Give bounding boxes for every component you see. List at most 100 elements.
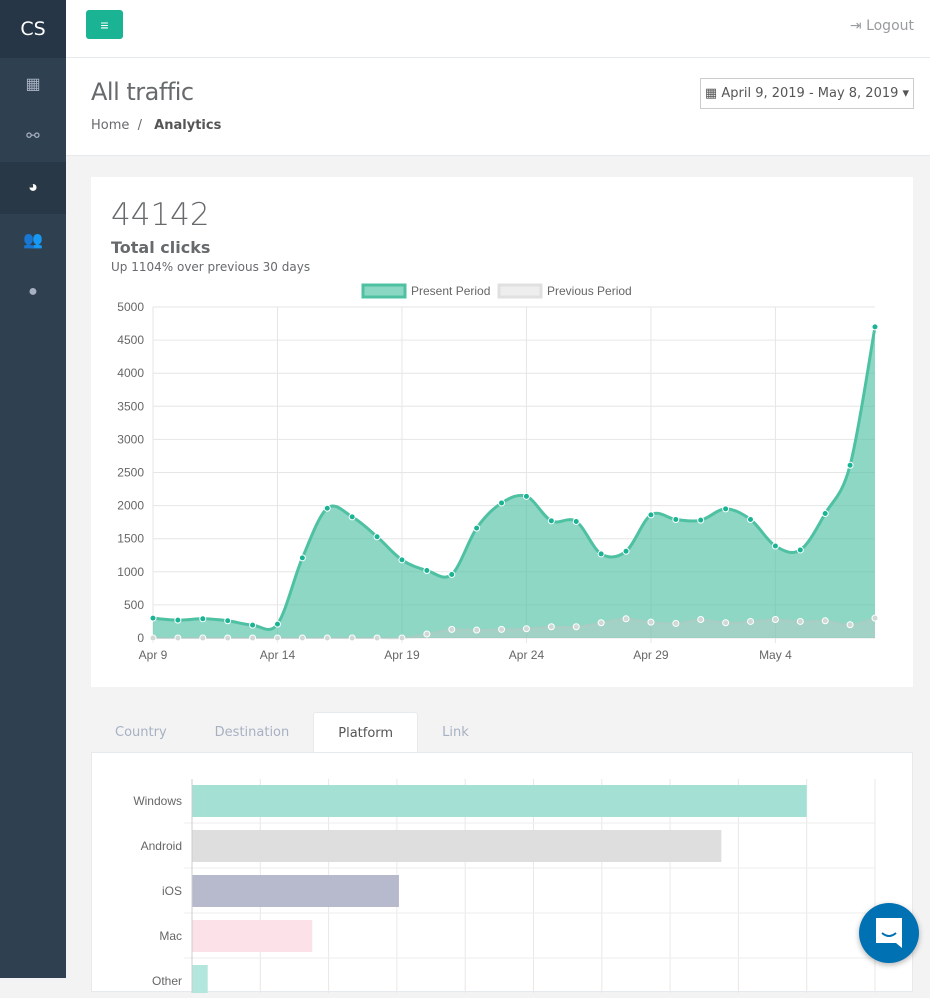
dashboard-icon: ▦ [25, 76, 41, 93]
data-point[interactable] [398, 634, 406, 642]
sidebar-item-3[interactable]: 👥 [0, 214, 66, 266]
date-range-picker[interactable]: ▦ April 9, 2019 - May 8, 2019 ▾ [700, 78, 914, 109]
data-point[interactable] [498, 499, 506, 507]
data-point[interactable] [473, 524, 481, 532]
x-tick-label: Apr 19 [384, 648, 420, 662]
sidebar-item-4[interactable]: ● [0, 266, 66, 318]
data-point[interactable] [622, 615, 630, 623]
bar-android[interactable] [192, 830, 722, 862]
data-point[interactable] [871, 323, 879, 331]
data-point[interactable] [697, 615, 705, 623]
data-point[interactable] [224, 617, 232, 625]
data-point[interactable] [423, 630, 431, 638]
data-point[interactable] [348, 634, 356, 642]
data-point[interactable] [547, 623, 555, 631]
data-point[interactable] [348, 513, 356, 521]
data-point[interactable] [697, 516, 705, 524]
data-point[interactable] [224, 634, 232, 642]
data-point[interactable] [796, 617, 804, 625]
bar-mac[interactable] [192, 920, 313, 952]
chat-button[interactable] [859, 903, 919, 963]
data-point[interactable] [273, 620, 281, 628]
data-point[interactable] [747, 617, 755, 625]
data-point[interactable] [672, 516, 680, 524]
sidebar-item-2[interactable]: ◕ [0, 162, 66, 214]
tabs: Country Destination Platform Link [91, 712, 493, 753]
x-tick-label: Apr 24 [509, 648, 545, 662]
data-point[interactable] [846, 621, 854, 629]
data-point[interactable] [199, 634, 207, 642]
data-point[interactable] [498, 625, 506, 633]
sidebar-item-1[interactable]: ⚯ [0, 110, 66, 162]
y-tick-label: 0 [137, 631, 144, 645]
tab-destination[interactable]: Destination [214, 725, 290, 740]
data-point[interactable] [522, 625, 530, 633]
data-point[interactable] [273, 634, 281, 642]
data-point[interactable] [149, 614, 157, 622]
tab-link[interactable]: Link [442, 725, 469, 740]
data-point[interactable] [423, 566, 431, 574]
data-point[interactable] [771, 542, 779, 550]
data-point[interactable] [672, 619, 680, 627]
hamburger-icon: ≡ [100, 16, 109, 33]
data-point[interactable] [547, 517, 555, 525]
bar-windows[interactable] [192, 785, 807, 817]
legend-swatch [497, 283, 543, 299]
y-tick-label: 3000 [117, 432, 144, 446]
data-point[interactable] [747, 516, 755, 524]
traffic-card: 44142 Total clicks Up 1104% over previou… [91, 177, 913, 687]
sidebar-item-0[interactable]: ▦ [0, 58, 66, 110]
data-point[interactable] [249, 621, 257, 629]
data-point[interactable] [647, 511, 655, 519]
brand-logo[interactable]: CS [0, 0, 66, 58]
data-point[interactable] [871, 614, 879, 622]
total-clicks-value: 44142 [111, 197, 210, 233]
data-point[interactable] [174, 634, 182, 642]
data-point[interactable] [722, 505, 730, 513]
data-point[interactable] [821, 510, 829, 518]
legend-swatch [361, 283, 407, 299]
data-point[interactable] [846, 461, 854, 469]
data-point[interactable] [522, 492, 530, 500]
data-point[interactable] [647, 618, 655, 626]
bar-ios[interactable] [192, 875, 399, 907]
data-point[interactable] [298, 634, 306, 642]
data-point[interactable] [323, 504, 331, 512]
data-point[interactable] [199, 615, 207, 623]
data-point[interactable] [174, 616, 182, 624]
data-point[interactable] [149, 634, 157, 642]
data-point[interactable] [473, 626, 481, 634]
category-label: Other [152, 974, 182, 988]
breadcrumb-home[interactable]: Home [91, 118, 130, 133]
data-point[interactable] [597, 550, 605, 558]
caret-down-icon: ▾ [898, 86, 910, 101]
data-point[interactable] [572, 517, 580, 525]
sidebar: CS ▦ ⚯ ◕ 👥 ● [0, 0, 66, 978]
logout-link[interactable]: ⇥ Logout [850, 18, 914, 34]
data-point[interactable] [448, 625, 456, 633]
data-point[interactable] [821, 617, 829, 625]
data-point[interactable] [323, 634, 331, 642]
data-point[interactable] [722, 619, 730, 627]
page-title: All traffic [91, 78, 194, 106]
data-point[interactable] [373, 634, 381, 642]
data-point[interactable] [771, 615, 779, 623]
data-point[interactable] [572, 623, 580, 631]
data-point[interactable] [373, 533, 381, 541]
data-point[interactable] [448, 570, 456, 578]
y-tick-label: 1500 [117, 532, 144, 546]
pie-chart-icon: ◕ [28, 179, 38, 196]
data-point[interactable] [249, 634, 257, 642]
category-label: iOS [162, 884, 182, 898]
tab-country[interactable]: Country [115, 725, 167, 740]
legend-label: Present Period [411, 284, 490, 298]
bar-other[interactable] [192, 965, 208, 997]
menu-toggle-button[interactable]: ≡ [86, 10, 123, 39]
data-point[interactable] [622, 547, 630, 555]
data-point[interactable] [597, 619, 605, 627]
data-point[interactable] [796, 546, 804, 554]
tab-platform[interactable]: Platform [313, 712, 419, 753]
data-point[interactable] [398, 556, 406, 564]
x-tick-label: Apr 29 [633, 648, 669, 662]
data-point[interactable] [298, 554, 306, 562]
